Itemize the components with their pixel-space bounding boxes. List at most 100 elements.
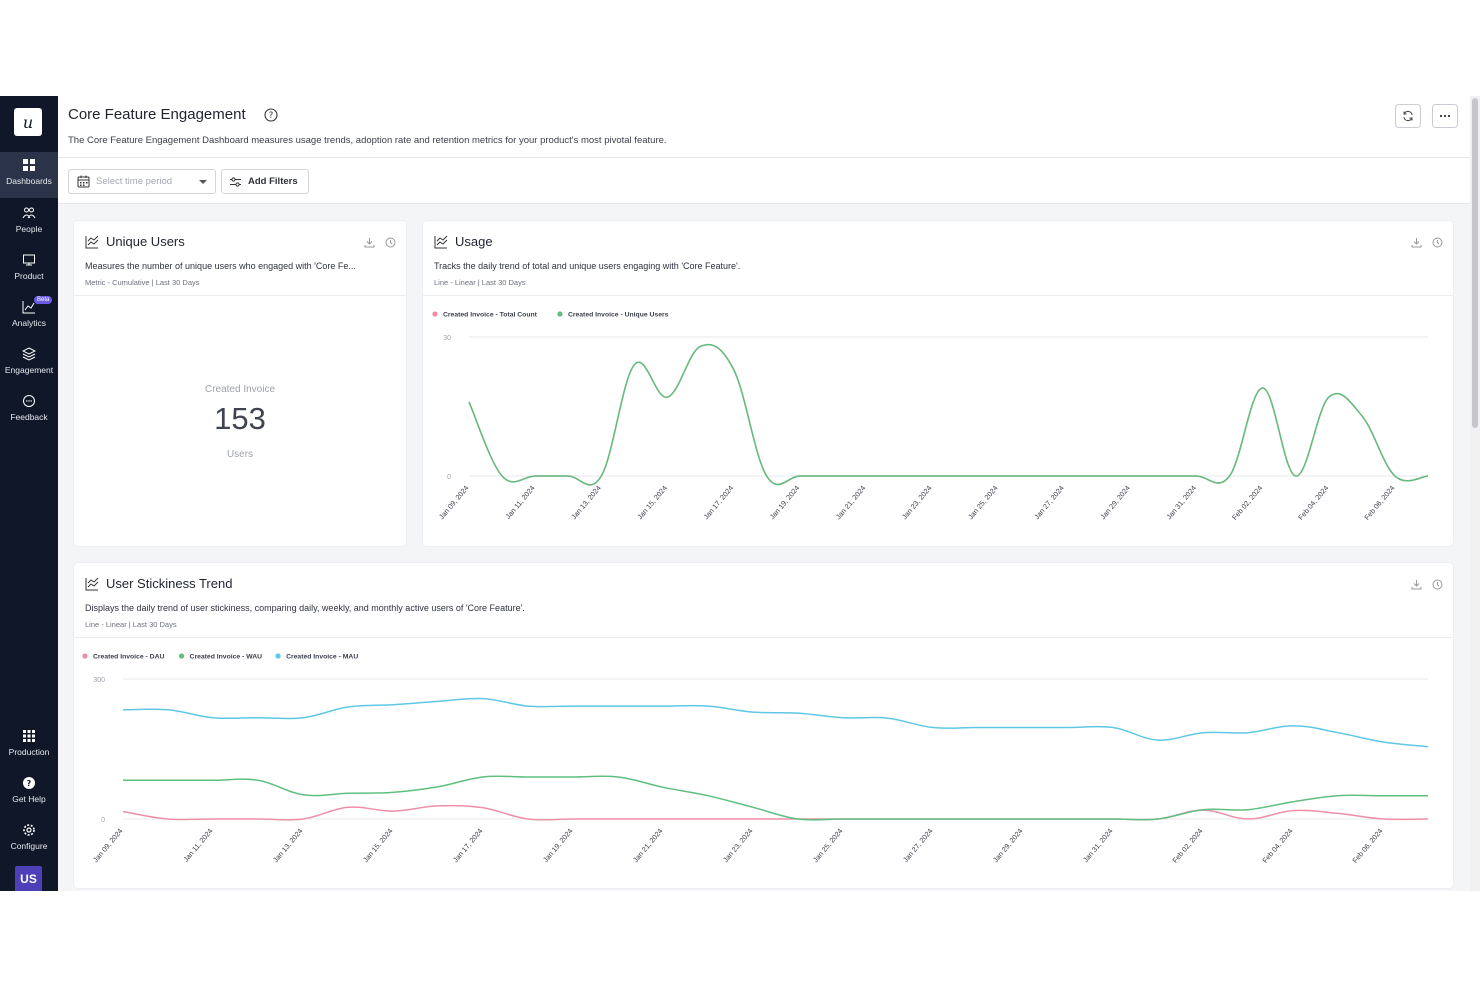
svg-text:?: ? <box>27 779 32 788</box>
x-tick-label: Jan 27, 2024 <box>1032 484 1066 522</box>
card-description: Displays the daily trend of user stickin… <box>85 603 525 613</box>
x-tick-label: Feb 04, 2024 <box>1296 484 1330 522</box>
refresh-button[interactable] <box>1395 104 1421 128</box>
sidebar-item-feedback[interactable]: Feedback <box>0 388 58 434</box>
filter-bar: Select time period Add Filters <box>58 158 1470 204</box>
legend-swatch <box>82 653 88 659</box>
x-tick-label: Jan 19, 2024 <box>768 484 802 522</box>
metric-value: 153 <box>214 401 266 436</box>
sidebar-item-production[interactable]: Production <box>0 723 58 769</box>
more-options-button[interactable] <box>1432 104 1458 128</box>
download-icon[interactable] <box>1411 579 1422 590</box>
download-icon[interactable] <box>364 237 375 248</box>
user-stickiness-card: User Stickiness Trend Displays the daily… <box>74 563 1453 888</box>
legend-item[interactable]: Created Invoice - MAU <box>275 653 359 661</box>
help-circle-icon: ? <box>23 777 35 789</box>
x-tick-label: Jan 15, 2024 <box>635 484 669 522</box>
clock-icon[interactable] <box>385 237 396 248</box>
x-tick-label: Feb 02, 2024 <box>1170 827 1204 865</box>
x-tick-label: Jan 23, 2024 <box>721 827 755 865</box>
app-frame: u Dashboards People Product Analytics Be… <box>0 96 1480 891</box>
app-logo[interactable]: u <box>14 108 42 136</box>
series-line[interactable] <box>468 343 1429 486</box>
x-tick-label: Jan 25, 2024 <box>811 827 845 865</box>
chat-icon <box>23 395 35 407</box>
usage-line-chart[interactable]: Created Invoice - Total Count Created Inv… <box>423 297 1453 545</box>
download-icon[interactable] <box>1411 237 1422 248</box>
series-line[interactable] <box>123 775 1428 821</box>
card-title: Unique Users <box>106 234 185 249</box>
sidebar-item-configure[interactable]: Configure <box>0 817 58 863</box>
x-tick-label: Jan 27, 2024 <box>901 827 935 865</box>
svg-text:?: ? <box>269 111 274 121</box>
y-tick-label: 30 <box>443 335 451 342</box>
x-tick-label: Feb 02, 2024 <box>1230 484 1264 522</box>
legend-item[interactable]: Created Invoice - DAU <box>82 653 164 661</box>
x-tick-label: Jan 13, 2024 <box>569 484 603 522</box>
x-tick-label: Jan 17, 2024 <box>701 484 735 522</box>
legend-swatch <box>557 311 563 317</box>
card-header: Unique Users Measures the number of uniq… <box>74 221 406 296</box>
x-tick-label: Jan 11, 2024 <box>503 484 536 521</box>
sidebar-item-dashboards[interactable]: Dashboards <box>0 152 58 198</box>
chevron-down-icon <box>199 180 207 184</box>
x-tick-label: Jan 29, 2024 <box>1098 484 1132 522</box>
x-tick-label: Jan 31, 2024 <box>1081 827 1115 865</box>
sidebar-item-label: Feedback <box>10 412 48 422</box>
card-meta: Metric - Cumulative | Last 30 Days <box>85 278 200 287</box>
sidebar-item-label: Engagement <box>4 365 54 375</box>
legend-item[interactable]: Created Invoice - WAU <box>178 653 262 661</box>
card-description: Measures the number of unique users who … <box>85 261 356 271</box>
scrollbar-thumb[interactable] <box>1472 98 1478 428</box>
x-tick-label: Jan 09, 2024 <box>91 827 125 865</box>
series-line[interactable] <box>468 343 1429 486</box>
clock-icon[interactable] <box>1432 579 1443 590</box>
gear-icon <box>23 824 35 836</box>
x-tick-label: Jan 11, 2024 <box>181 827 214 864</box>
sidebar: u Dashboards People Product Analytics Be… <box>0 96 58 891</box>
sidebar-item-label: Production <box>8 747 50 757</box>
grid-icon <box>23 159 35 171</box>
page-scrollbar[interactable] <box>1470 96 1480 891</box>
sidebar-item-analytics[interactable]: Analytics Beta <box>0 294 58 340</box>
x-tick-label: Jan 23, 2024 <box>900 484 934 522</box>
sidebar-item-get-help[interactable]: ? Get Help <box>0 770 58 816</box>
series-line[interactable] <box>122 804 1429 821</box>
series-line[interactable] <box>122 697 1429 748</box>
card-header: Usage Tracks the daily trend of total an… <box>423 221 1453 296</box>
x-tick-label: Jan 09, 2024 <box>437 484 471 522</box>
sidebar-item-people[interactable]: People <box>0 200 58 246</box>
time-period-select[interactable]: Select time period <box>68 169 216 194</box>
sidebar-item-label: Product <box>14 271 44 281</box>
user-avatar[interactable]: US <box>15 866 42 891</box>
x-tick-label: Jan 17, 2024 <box>451 827 485 865</box>
product-icon <box>23 254 35 266</box>
card-description: Tracks the daily trend of total and uniq… <box>434 261 741 271</box>
card-meta: Line - Linear | Last 30 Days <box>85 620 177 629</box>
x-tick-label: Jan 21, 2024 <box>631 827 665 865</box>
more-icon <box>1439 114 1451 118</box>
sidebar-item-label: Configure <box>10 841 48 851</box>
legend-item[interactable]: Created Invoice - Unique Users <box>557 311 669 319</box>
legend-label: Created Invoice - DAU <box>93 654 164 661</box>
apps-icon <box>23 730 35 742</box>
time-period-placeholder: Select time period <box>96 176 173 187</box>
help-icon[interactable]: ? <box>264 108 278 122</box>
x-tick-label: Jan 15, 2024 <box>361 827 395 865</box>
x-tick-label: Feb 04, 2024 <box>1260 827 1294 865</box>
stickiness-line-chart[interactable]: Created Invoice - DAU Created Invoice - W… <box>74 639 1453 888</box>
line-chart-icon <box>85 235 99 249</box>
x-tick-label: Jan 21, 2024 <box>834 484 868 522</box>
card-header: User Stickiness Trend Displays the daily… <box>74 563 1453 638</box>
sidebar-item-product[interactable]: Product <box>0 247 58 293</box>
add-filters-button[interactable]: Add Filters <box>221 169 309 194</box>
sidebar-item-engagement[interactable]: Engagement <box>0 341 58 387</box>
unique-users-card: Unique Users Measures the number of uniq… <box>74 221 406 546</box>
line-chart-icon <box>434 235 448 249</box>
x-tick-label: Jan 31, 2024 <box>1164 484 1198 522</box>
legend-item[interactable]: Created Invoice - Total Count <box>432 311 538 319</box>
clock-icon[interactable] <box>1432 237 1443 248</box>
analytics-icon <box>22 301 35 314</box>
sidebar-item-label: People <box>15 224 43 234</box>
card-title: User Stickiness Trend <box>106 576 233 591</box>
